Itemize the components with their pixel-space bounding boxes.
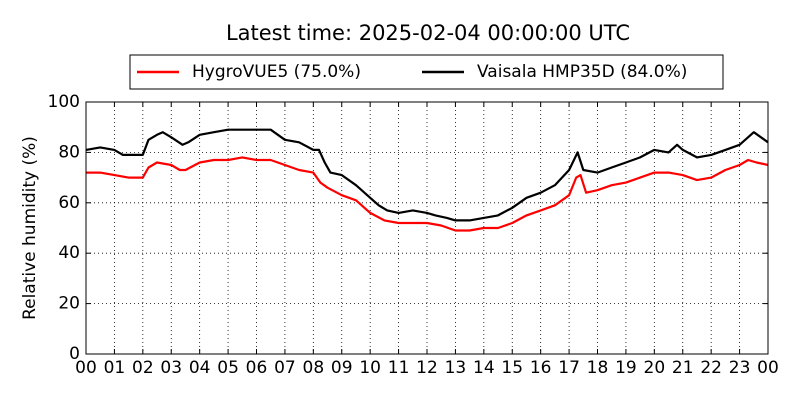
legend-label: HygroVUE5 (75.0%)	[192, 62, 361, 82]
x-tick-label: 00	[757, 358, 779, 378]
x-tick-label: 09	[331, 358, 353, 378]
y-tick-label: 0	[69, 344, 80, 364]
x-tick-label: 21	[672, 358, 694, 378]
x-tick-label: 13	[445, 358, 467, 378]
x-tick-label: 08	[303, 358, 325, 378]
x-tick-label: 05	[217, 358, 239, 378]
x-tick-label: 03	[160, 358, 182, 378]
x-tick-label: 06	[246, 358, 268, 378]
plot-frame	[85, 101, 769, 355]
y-tick-label: 60	[58, 193, 80, 213]
x-tick-label: 10	[359, 358, 381, 378]
x-tick-label: 20	[644, 358, 666, 378]
x-tick-label: 00	[75, 358, 97, 378]
y-tick-label: 20	[58, 294, 80, 314]
x-tick-label: 02	[132, 358, 154, 378]
x-tick-label: 23	[729, 358, 751, 378]
y-tick-label: 100	[48, 92, 80, 112]
chart-title: Latest time: 2025-02-04 00:00:00 UTC	[226, 21, 630, 45]
x-tick-label: 17	[558, 358, 580, 378]
x-tick-label: 14	[473, 358, 495, 378]
x-tick-label: 22	[700, 358, 722, 378]
x-tick-label: 12	[416, 358, 438, 378]
data-line	[85, 128, 769, 222]
x-tick-label: 01	[104, 358, 126, 378]
y-tick-label: 40	[58, 243, 80, 263]
x-tick-label: 16	[530, 358, 552, 378]
y-axis-label: Relative humidity (%)	[20, 136, 40, 320]
x-tick-label: 07	[274, 358, 296, 378]
x-tick-label: 19	[615, 358, 637, 378]
x-tick-label: 11	[388, 358, 410, 378]
x-tick-label: 04	[189, 358, 211, 378]
legend-label: Vaisala HMP35D (84.0%)	[477, 62, 687, 82]
x-tick-label: 15	[501, 358, 523, 378]
y-tick-label: 80	[58, 142, 80, 162]
x-tick-label: 18	[587, 358, 609, 378]
data-line	[86, 156, 769, 232]
